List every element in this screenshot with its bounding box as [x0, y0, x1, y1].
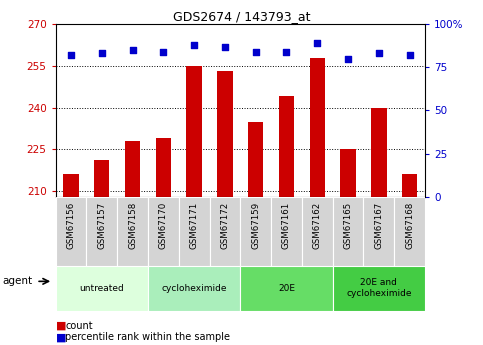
Text: ■: ■: [56, 321, 66, 331]
Bar: [240, 266, 333, 311]
Bar: [210, 197, 240, 266]
Text: GSM67161: GSM67161: [282, 202, 291, 249]
Bar: [56, 197, 86, 266]
Bar: [248, 121, 263, 197]
Bar: [63, 174, 79, 197]
Bar: [86, 197, 117, 266]
Point: [98, 51, 106, 56]
Point: [128, 47, 136, 53]
Bar: [371, 108, 386, 197]
Bar: [333, 266, 425, 311]
Point: [221, 44, 229, 49]
Point: [313, 40, 321, 46]
Bar: [56, 266, 148, 311]
Text: GSM67165: GSM67165: [343, 202, 353, 249]
Bar: [341, 149, 356, 197]
Point: [159, 49, 167, 55]
Bar: [333, 197, 364, 266]
Bar: [148, 197, 179, 266]
Text: ■: ■: [56, 333, 66, 342]
Point: [344, 56, 352, 61]
Text: GSM67170: GSM67170: [159, 202, 168, 249]
Text: GSM67157: GSM67157: [97, 202, 106, 249]
Text: count: count: [65, 321, 93, 331]
Bar: [217, 71, 233, 197]
Bar: [125, 141, 140, 197]
Text: GSM67167: GSM67167: [374, 202, 384, 249]
Text: 20E and
cycloheximide: 20E and cycloheximide: [346, 278, 412, 298]
Bar: [279, 97, 294, 197]
Text: GSM67156: GSM67156: [67, 202, 75, 249]
Text: GSM67158: GSM67158: [128, 202, 137, 249]
Text: untreated: untreated: [79, 284, 124, 293]
Text: GSM67168: GSM67168: [405, 202, 414, 249]
Text: cycloheximide: cycloheximide: [161, 284, 227, 293]
Bar: [364, 197, 394, 266]
Point: [283, 49, 290, 55]
Bar: [394, 197, 425, 266]
Bar: [148, 266, 241, 311]
Text: GSM67162: GSM67162: [313, 202, 322, 249]
Bar: [402, 174, 417, 197]
Text: GSM67172: GSM67172: [220, 202, 229, 249]
Point: [190, 42, 198, 48]
Bar: [271, 197, 302, 266]
Bar: [240, 197, 271, 266]
Bar: [302, 197, 333, 266]
Point: [67, 52, 75, 58]
Point: [252, 49, 259, 55]
Bar: [156, 138, 171, 197]
Text: 20E: 20E: [278, 284, 295, 293]
Text: GSM67171: GSM67171: [190, 202, 199, 249]
Bar: [186, 66, 202, 197]
Bar: [94, 160, 110, 197]
Bar: [310, 58, 325, 197]
Bar: [117, 197, 148, 266]
Point: [375, 51, 383, 56]
Text: GDS2674 / 143793_at: GDS2674 / 143793_at: [173, 10, 310, 23]
Bar: [179, 197, 210, 266]
Text: percentile rank within the sample: percentile rank within the sample: [65, 333, 230, 342]
Text: GSM67159: GSM67159: [251, 202, 260, 249]
Point: [406, 52, 413, 58]
Text: agent: agent: [2, 276, 32, 286]
